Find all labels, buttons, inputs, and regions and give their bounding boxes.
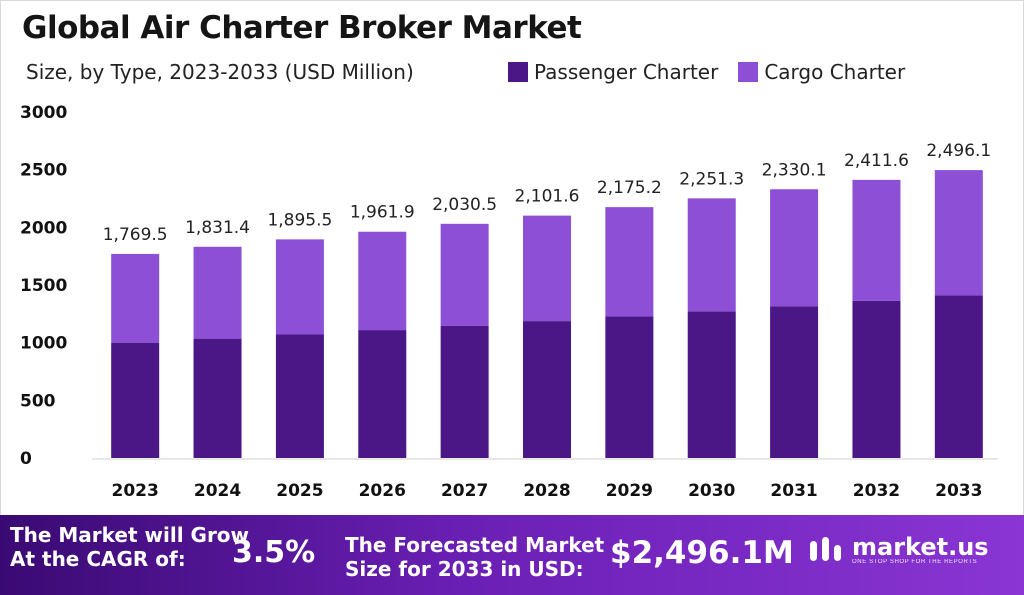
data-label-2030: 2,251.3 <box>679 169 744 189</box>
bar-passenger-2023 <box>111 342 160 458</box>
data-label-2024: 1,831.4 <box>185 218 250 238</box>
bar-cargo-2033 <box>934 170 983 296</box>
forecast-label: The Forecasted Market Size for 2033 in U… <box>345 533 604 581</box>
chart-title: Global Air Charter Broker Market <box>22 10 582 46</box>
x-tick-label-2024: 2024 <box>194 481 241 501</box>
data-label-2026: 1,961.9 <box>350 203 415 223</box>
bar-passenger-2029 <box>605 316 654 458</box>
bar-passenger-2024 <box>193 338 242 458</box>
data-label-2031: 2,330.1 <box>762 160 827 180</box>
data-label-2028: 2,101.6 <box>515 187 580 207</box>
market-us-logo-icon <box>810 537 841 561</box>
data-label-2029: 2,175.2 <box>597 178 662 198</box>
x-tick-label-2031: 2031 <box>770 481 817 501</box>
y-tick-label-1000: 1000 <box>20 334 67 354</box>
bar-cargo-2027 <box>440 223 489 326</box>
x-tick-label-2029: 2029 <box>606 481 653 501</box>
bar-passenger-2033 <box>934 295 983 458</box>
bar-passenger-2026 <box>358 330 407 458</box>
y-tick-label-0: 0 <box>20 449 32 469</box>
legend-swatch-passenger <box>508 62 528 82</box>
bar-chart: 0 500 1000 1500 2000 2500 3000 1,769.5 2023 1,831… <box>20 103 998 501</box>
y-tick-label-3000: 3000 <box>20 103 67 123</box>
bar-cargo-2030 <box>687 198 736 312</box>
bar-cargo-2023 <box>111 253 160 343</box>
bar-cargo-2032 <box>852 179 901 301</box>
data-label-2027: 2,030.5 <box>432 195 497 215</box>
legend-label-passenger: Passenger Charter <box>534 60 719 84</box>
bar-passenger-2030 <box>687 311 736 458</box>
bar-passenger-2027 <box>440 325 489 458</box>
bar-passenger-2025 <box>275 334 324 458</box>
data-label-2033: 2,496.1 <box>926 141 991 161</box>
bar-passenger-2031 <box>770 306 819 458</box>
legend-swatch-cargo <box>738 62 759 82</box>
brand-logo: market.us ONE STOP SHOP FOR THE REPORTS <box>808 535 989 565</box>
bar-passenger-2028 <box>523 321 571 458</box>
forecast-label-line1: The Forecasted Market <box>345 533 605 557</box>
bar-cargo-2029 <box>605 207 654 317</box>
data-label-2032: 2,411.6 <box>844 151 909 171</box>
x-tick-label-2033: 2033 <box>935 481 982 501</box>
legend: Passenger Charter Cargo Charter <box>508 60 905 84</box>
x-tick-label-2025: 2025 <box>276 481 323 501</box>
x-tick-label-2026: 2026 <box>359 481 406 501</box>
legend-item-cargo: Cargo Charter <box>738 60 905 84</box>
y-tick-label-1500: 1500 <box>20 276 67 296</box>
x-tick-label-2030: 2030 <box>688 481 735 501</box>
x-tick-label-2023: 2023 <box>112 481 159 501</box>
footer-banner: The Market will Grow At the CAGR of: 3.5… <box>0 515 1024 595</box>
y-tick-label-500: 500 <box>20 391 56 411</box>
forecast-label-line2: Size for 2033 in USD: <box>345 557 584 581</box>
brand-tagline: ONE STOP SHOP FOR THE REPORTS <box>852 559 978 565</box>
x-tick-label-2027: 2027 <box>441 481 488 501</box>
x-tick-label-2032: 2032 <box>853 481 900 501</box>
bar-cargo-2025 <box>275 239 324 335</box>
bar-passenger-2032 <box>852 300 901 458</box>
y-tick-label-2000: 2000 <box>20 218 67 238</box>
y-tick-label-2500: 2500 <box>20 161 67 181</box>
bar-cargo-2024 <box>193 246 242 339</box>
chart-subtitle: Size, by Type, 2023-2033 (USD Million) <box>26 60 414 84</box>
bar-cargo-2031 <box>770 189 819 307</box>
forecast-value: $2,496.1M <box>610 535 794 571</box>
x-tick-label-2028: 2028 <box>523 481 570 501</box>
legend-item-passenger: Passenger Charter <box>508 60 718 84</box>
brand-name: market.us <box>852 533 989 561</box>
legend-label-cargo: Cargo Charter <box>764 60 906 84</box>
cagr-label-line1: The Market will Grow <box>10 523 250 547</box>
bar-cargo-2026 <box>358 231 407 331</box>
bar-cargo-2028 <box>523 215 571 322</box>
data-label-2025: 1,895.5 <box>267 210 332 230</box>
cagr-value: 3.5% <box>232 535 316 570</box>
cagr-label: The Market will Grow At the CAGR of: <box>10 523 249 571</box>
data-label-2023: 1,769.5 <box>103 225 168 245</box>
cagr-label-line2: At the CAGR of: <box>10 547 186 571</box>
